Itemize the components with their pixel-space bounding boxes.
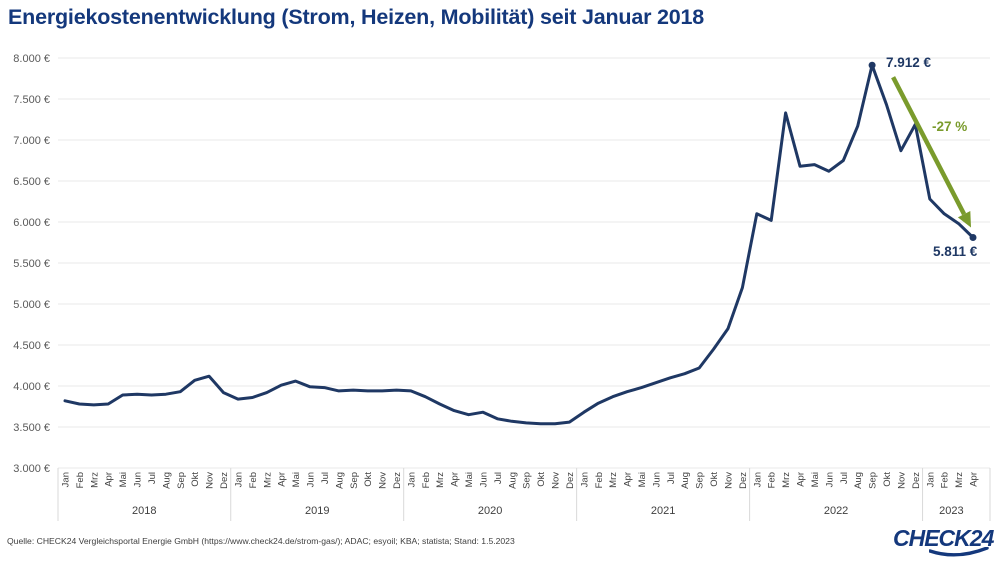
x-month-label: Nov [378, 472, 389, 489]
x-month-label: Mrz [89, 472, 100, 488]
x-month-label: Aug [680, 472, 691, 489]
x-month-label: Aug [507, 472, 518, 489]
check24-logo-text: CHECK24 [893, 525, 994, 551]
y-tick-label: 7.000 € [13, 135, 50, 147]
x-month-label: Apr [450, 472, 461, 487]
y-tick-label: 7.500 € [13, 94, 50, 106]
source-note: Quelle: CHECK24 Vergleichsportal Energie… [7, 536, 515, 546]
x-month-label: Jun [133, 472, 144, 487]
x-month-label: Apr [623, 472, 634, 487]
data-point-marker [868, 61, 876, 69]
x-month-label: Jul [666, 472, 677, 484]
x-month-label: Mrz [262, 472, 273, 488]
x-month-label: Nov [551, 472, 562, 489]
decline-arrow-shaft [891, 76, 967, 216]
x-month-label: Aug [853, 472, 864, 489]
x-month-label: Jan [579, 472, 590, 487]
y-tick-label: 5.500 € [13, 258, 50, 270]
x-month-label: Dez [219, 472, 230, 489]
x-year-label: 2022 [824, 505, 848, 517]
x-month-label: Feb [767, 472, 778, 488]
x-year-label: 2023 [939, 505, 963, 517]
x-month-label: Dez [738, 472, 749, 489]
x-month-label: Mai [464, 472, 475, 487]
x-month-label: Jul [147, 472, 158, 484]
x-month-label: Okt [709, 472, 720, 487]
x-month-label: Mai [118, 472, 129, 487]
x-month-label: Nov [896, 472, 907, 489]
x-month-label: Jan [406, 472, 417, 487]
x-month-label: Apr [796, 472, 807, 487]
x-month-label: Nov [723, 472, 734, 489]
x-month-label: Jun [306, 472, 317, 487]
y-tick-label: 6.500 € [13, 176, 50, 188]
x-month-label: Jul [320, 472, 331, 484]
x-month-label: Jan [925, 472, 936, 487]
x-month-label: Mai [291, 472, 302, 487]
x-year-label: 2020 [478, 505, 502, 517]
x-month-label: Okt [190, 472, 201, 487]
x-month-label: Jun [651, 472, 662, 487]
y-tick-label: 5.000 € [13, 299, 50, 311]
x-month-label: Jun [478, 472, 489, 487]
peak-value-label: 7.912 € [886, 55, 932, 70]
x-month-label: Sep [868, 472, 879, 489]
y-tick-label: 6.000 € [13, 217, 50, 229]
x-month-label: Feb [248, 472, 259, 488]
x-month-label: Sep [349, 472, 360, 489]
x-month-label: Dez [911, 472, 922, 489]
x-year-label: 2018 [132, 505, 156, 517]
x-month-label: Feb [421, 472, 432, 488]
x-month-label: Dez [565, 472, 576, 489]
x-month-label: Feb [940, 472, 951, 488]
x-month-label: Jul [493, 472, 504, 484]
y-tick-label: 3.000 € [13, 463, 50, 475]
x-month-label: Okt [882, 472, 893, 487]
check24-logo-swoosh-icon [929, 547, 989, 557]
x-month-label: Mai [637, 472, 648, 487]
x-month-label: Feb [594, 472, 605, 488]
x-year-label: 2019 [305, 505, 329, 517]
end-value-label: 5.811 € [933, 244, 978, 259]
x-month-label: Mrz [608, 472, 619, 488]
x-month-label: Apr [104, 472, 115, 487]
y-tick-label: 4.500 € [13, 340, 50, 352]
x-month-label: Aug [161, 472, 172, 489]
percent-change-label: -27 % [932, 119, 968, 134]
x-month-label: Apr [277, 472, 288, 487]
x-month-label: Mrz [781, 472, 792, 488]
x-month-label: Okt [536, 472, 547, 487]
x-month-label: Aug [334, 472, 345, 489]
data-point-marker [969, 233, 977, 241]
x-month-label: Jun [824, 472, 835, 487]
check24-logo: CHECK24 [893, 525, 995, 557]
x-month-label: Jan [233, 472, 244, 487]
x-month-label: Sep [176, 472, 187, 489]
x-month-label: Nov [205, 472, 216, 489]
y-tick-label: 3.500 € [13, 422, 50, 434]
x-month-label: Dez [392, 472, 403, 489]
x-month-label: Mai [810, 472, 821, 487]
x-month-label: Jul [839, 472, 850, 484]
x-month-label: Jan [752, 472, 763, 487]
x-month-label: Feb [75, 472, 86, 488]
energy-cost-line [63, 63, 975, 426]
y-tick-label: 4.000 € [13, 381, 50, 393]
x-month-label: Mrz [954, 472, 965, 488]
x-month-label: Jan [61, 472, 72, 487]
decline-arrow-head [957, 210, 971, 228]
x-month-label: Mrz [435, 472, 446, 488]
x-year-label: 2021 [651, 505, 675, 517]
y-tick-label: 8.000 € [13, 53, 50, 65]
x-month-label: Sep [695, 472, 706, 489]
x-month-label: Sep [522, 472, 533, 489]
chart-title: Energiekostenentwicklung (Strom, Heizen,… [8, 5, 705, 29]
x-month-label: Okt [363, 472, 374, 487]
x-month-label: Apr [969, 472, 980, 487]
